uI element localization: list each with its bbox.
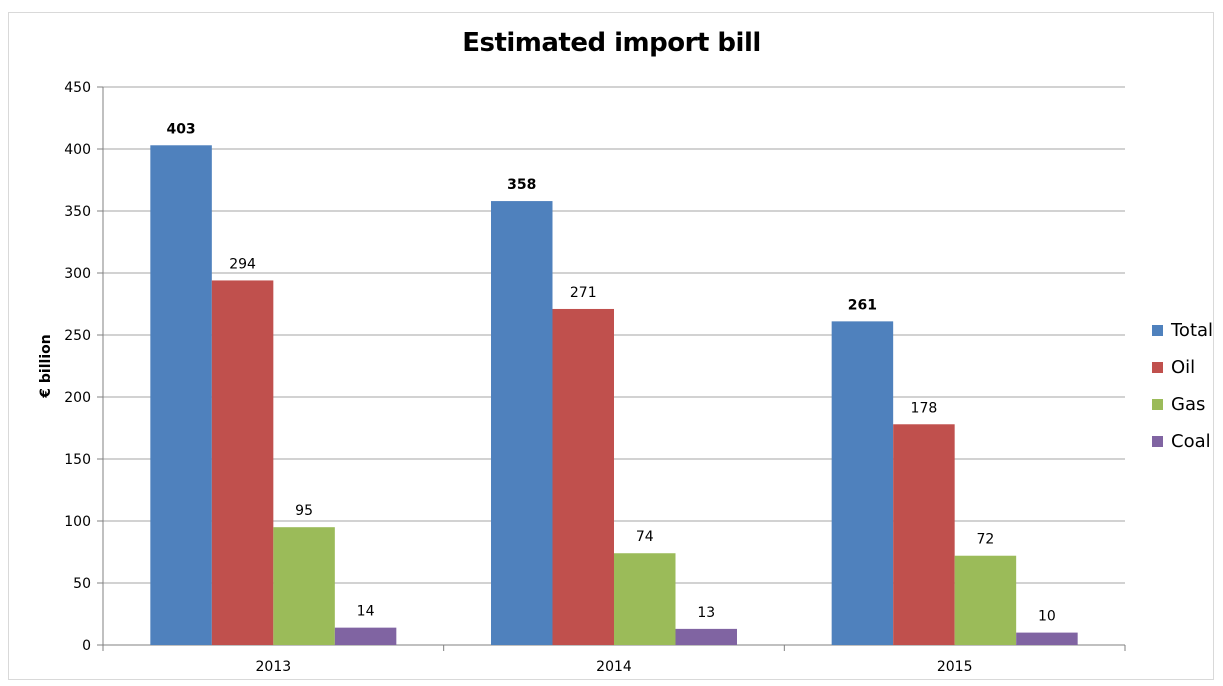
data-label: 358 xyxy=(507,177,536,193)
legend-item-oil: Oil xyxy=(1152,349,1213,386)
legend-label: Coal xyxy=(1171,431,1211,452)
data-label: 294 xyxy=(229,256,256,272)
legend-swatch xyxy=(1152,362,1163,373)
legend-label: Gas xyxy=(1171,394,1206,415)
y-tick-label: 300 xyxy=(64,266,91,282)
bar-coal xyxy=(1016,632,1078,645)
y-tick-label: 0 xyxy=(82,638,91,654)
x-tick-label: 2015 xyxy=(937,659,973,675)
legend-label: Oil xyxy=(1171,357,1196,378)
bar-gas xyxy=(273,527,335,645)
y-tick-label: 450 xyxy=(64,80,91,96)
bar-total xyxy=(831,321,894,645)
chart-title: Estimated import bill xyxy=(462,28,761,58)
x-tick-label: 2014 xyxy=(596,659,632,675)
data-label: 95 xyxy=(295,503,313,519)
data-label: 74 xyxy=(636,529,654,545)
legend-label: Total xyxy=(1171,320,1214,341)
data-label: 403 xyxy=(166,121,195,137)
y-tick-label: 100 xyxy=(64,514,91,530)
bar-coal xyxy=(675,628,737,645)
legend-swatch xyxy=(1152,436,1163,447)
data-label: 10 xyxy=(1038,609,1056,625)
legend-swatch xyxy=(1152,399,1163,410)
data-label: 13 xyxy=(697,605,715,621)
data-label: 178 xyxy=(911,400,938,416)
bar-gas xyxy=(954,555,1017,645)
x-tick-label: 2013 xyxy=(256,659,292,675)
y-axis-label: € billion xyxy=(38,334,54,398)
data-label: 14 xyxy=(357,604,375,620)
y-tick-label: 250 xyxy=(64,328,91,344)
y-tick-label: 50 xyxy=(73,576,91,592)
bar-oil xyxy=(211,280,274,645)
bar-oil xyxy=(893,424,955,645)
bar-total xyxy=(491,201,553,645)
data-label: 271 xyxy=(570,285,597,301)
legend-swatch xyxy=(1152,325,1163,336)
bar-oil xyxy=(552,308,614,645)
bar-total xyxy=(150,145,212,645)
legend-item-gas: Gas xyxy=(1152,386,1213,423)
bar-gas xyxy=(614,553,676,645)
y-tick-label: 350 xyxy=(64,204,91,220)
y-tick-label: 150 xyxy=(64,452,91,468)
bar-coal xyxy=(334,627,397,645)
y-tick-label: 200 xyxy=(64,390,91,406)
legend-item-coal: Coal xyxy=(1152,423,1213,460)
y-tick-label: 400 xyxy=(64,142,91,158)
legend-item-total: Total xyxy=(1152,312,1213,349)
data-label: 72 xyxy=(977,532,995,548)
legend: Total Oil Gas Coal xyxy=(1152,312,1213,460)
data-label: 261 xyxy=(848,297,877,313)
